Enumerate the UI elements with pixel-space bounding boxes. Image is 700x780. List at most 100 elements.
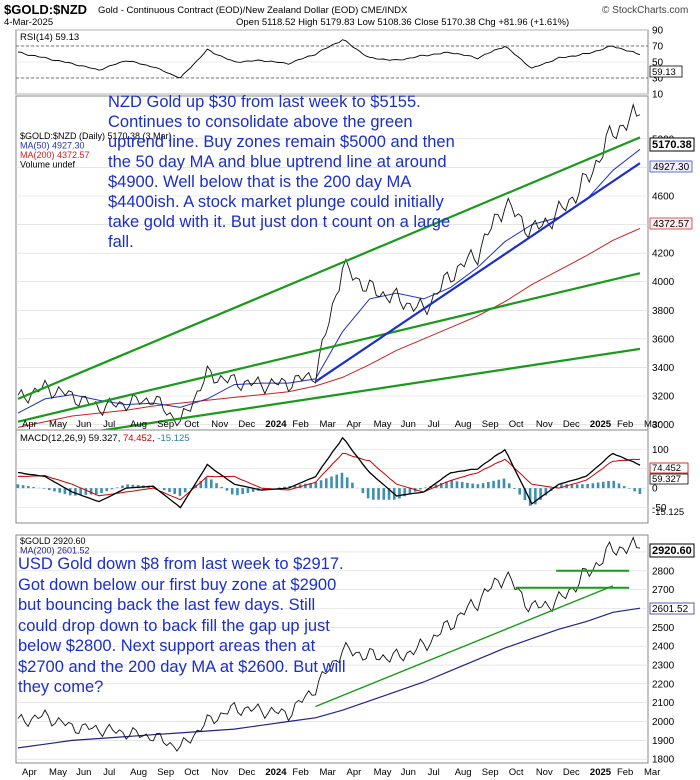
y-tick-label: 4000 [652,277,675,288]
y-tick-label: 1800 [652,755,675,766]
macd-histogram-bar [424,487,427,489]
macd-histogram-bar [439,483,443,489]
macd-histogram-bar [68,488,72,496]
usd-trend-line [315,585,614,708]
y-tick-label: 2100 [652,698,675,709]
macd-histogram-bar [241,488,244,495]
macd-histogram-bar [617,483,621,489]
usd-price-line [17,536,641,752]
nzd-ma50-tag: 4927.30 [653,162,690,173]
macd-histogram-bar [262,488,265,490]
y-tick-label: 2300 [652,661,675,672]
macd-histogram-bar [314,482,318,489]
x-tick-label: Feb [617,419,633,430]
x-tick-label: Aug [455,419,472,430]
macd-histogram-bar [387,488,391,500]
rsi-last-tag: 59.13 [652,67,676,78]
x-tick-label: Nov [536,767,553,778]
y-tick-label: 2700 [652,585,675,596]
y-tick-label: -50 [652,503,667,514]
macd-histogram-bar [539,488,542,500]
macd-histogram-bar [403,488,406,497]
y-tick-label: 3800 [652,306,675,317]
usd-ma200-tag: 2601.52 [652,604,689,615]
usd-annotation: USD Gold down $8 from last week to $2917… [18,555,346,696]
y-tick-label: 3400 [652,363,675,374]
x-tick-label: Dec [238,767,255,778]
macd-histogram-bar [351,482,354,489]
macd-histogram-bar [110,488,114,490]
x-tick-label: Dec [238,419,255,430]
macd-histogram-bar [230,488,234,495]
macd-signal-line [17,452,641,501]
symbol-title: $GOLD:$NZD [4,2,87,17]
macd-histogram-bar [199,481,203,489]
macd-histogram-bar [42,488,46,489]
macd-histogram-bar [277,487,281,489]
macd-histogram-bar [293,485,297,489]
x-tick-label: Jul [103,767,115,778]
y-tick-label: 2500 [652,623,675,634]
macd-histogram-bar [445,481,448,489]
x-tick-label: Jul [103,419,115,430]
macd-histogram-bar [398,488,401,499]
macd-histogram-bar [21,485,25,489]
x-tick-label: Jul [428,767,440,778]
x-tick-label: Apr [347,419,362,430]
macd-histogram-bar [513,488,516,489]
macd-histogram-bar [586,483,589,489]
macd-histogram-bar [32,486,35,489]
macd-histogram-bar [596,482,600,489]
x-tick-label: Jul [428,419,440,430]
macd-histogram-bar [131,484,135,489]
macd-histogram-bar [215,483,218,489]
x-tick-label: Aug [130,767,147,778]
macd-histogram-bar [126,484,129,489]
x-tick-label: 2025 [590,767,612,778]
y-tick-label: 90 [652,26,664,37]
x-tick-label: Feb [617,767,633,778]
macd-histogram-bar [638,488,642,494]
usd-ma200-line [17,607,641,749]
x-tick-label: Jun [401,419,416,430]
macd-histogram-bar [575,484,579,489]
usd-last-price-tag: 2920.60 [652,545,692,557]
macd-histogram-bar [345,477,349,489]
x-tick-label: Sep [157,767,174,778]
macd-histogram-bar [591,483,595,489]
macd-histogram-bar [528,488,532,506]
macd-histogram-bar [419,488,422,490]
macd-histogram-bar [47,488,51,491]
x-tick-label: May [374,419,392,430]
y-tick-label: 100 [652,445,669,456]
y-tick-label: 3000 [652,420,675,431]
macd-histogram-bar [79,488,82,496]
macd-histogram-bar [330,476,333,489]
macd-histogram-bar [209,479,213,489]
macd-histogram-bar [63,488,67,495]
macd-histogram-bar [518,488,521,495]
macd-histogram-bar [324,478,328,489]
x-tick-label: Apr [22,767,37,778]
x-tick-label: Mar [319,419,335,430]
macd-signal-tag: 74.452 [652,463,681,474]
macd-histogram-bar [612,480,616,489]
y-tick-label: 2000 [652,717,675,728]
x-tick-label: 2024 [265,767,287,778]
macd-histogram-bar [534,488,537,505]
x-tick-label: Jun [401,767,416,778]
macd-histogram-bar [335,474,339,489]
nzd-price-line [17,103,641,427]
x-tick-label: Feb [292,419,308,430]
macd-histogram-bar [58,488,62,493]
x-tick-label: Oct [184,767,199,778]
macd-histogram-bar [105,488,109,492]
macd-histogram-bar [460,482,464,489]
macd-label-signal: 74.452 [123,433,152,444]
y-tick-label: 1900 [652,736,675,747]
y-tick-label: 30 [652,74,664,85]
x-tick-label: Oct [184,419,199,430]
y-tick-label: 50 [652,58,664,69]
x-tick-label: Jun [76,767,91,778]
